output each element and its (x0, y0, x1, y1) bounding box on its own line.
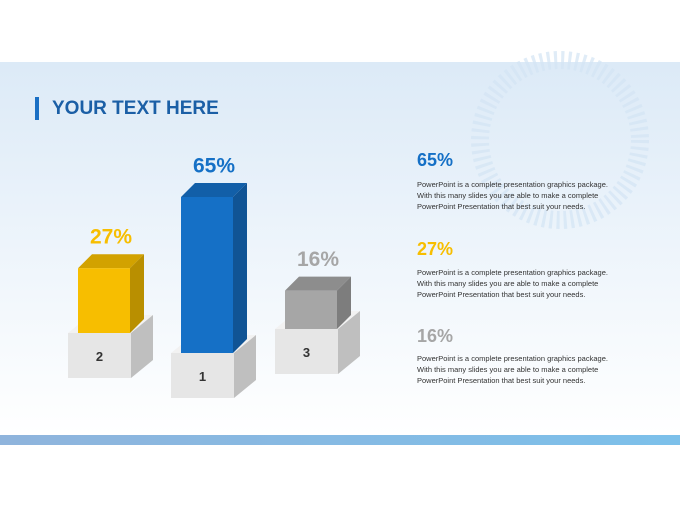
item-text: PowerPoint Presentation that best suit y… (417, 376, 585, 385)
podium-side (131, 315, 153, 378)
podium-side (338, 311, 360, 374)
item-heading: 16% (417, 326, 453, 346)
bar (78, 268, 130, 333)
slide-title: YOUR TEXT HERE (52, 98, 219, 119)
item-text: With this many slides you are able to ma… (417, 279, 598, 288)
item-text: PowerPoint is a complete presentation gr… (417, 180, 608, 189)
side-list: 65% PowerPoint is a complete presentatio… (417, 150, 608, 385)
bar-side (130, 254, 144, 333)
bar-top (78, 254, 144, 269)
value-label: 27% (90, 226, 132, 249)
podium-label: 3 (303, 345, 310, 360)
podium-front (68, 333, 131, 378)
podium-label: 1 (199, 369, 206, 384)
bar-side (233, 183, 247, 353)
chart: 2 27% 1 65% 3 16% (68, 155, 360, 398)
item-text: PowerPoint Presentation that best suit y… (417, 202, 585, 211)
item-text: PowerPoint is a complete presentation gr… (417, 268, 608, 277)
podium-label: 2 (96, 349, 103, 364)
item-heading: 65% (417, 150, 453, 170)
item-text: With this many slides you are able to ma… (417, 191, 598, 200)
bar-top (285, 276, 351, 291)
podium-side (234, 335, 256, 398)
bar-side (337, 276, 351, 329)
podium-front (171, 353, 234, 398)
globe-decoration (471, 51, 649, 229)
footer-stripe (0, 435, 680, 445)
value-label: 16% (297, 248, 339, 271)
value-label: 65% (193, 155, 235, 178)
item-text: PowerPoint is a complete presentation gr… (417, 354, 608, 363)
item-text: With this many slides you are able to ma… (417, 365, 598, 374)
bar-top (181, 183, 247, 197)
podium-front (275, 329, 338, 374)
item-heading: 27% (417, 239, 453, 259)
title-accent (35, 97, 39, 120)
bar (181, 197, 233, 353)
item-text: PowerPoint Presentation that best suit y… (417, 290, 585, 299)
bar (285, 290, 337, 329)
